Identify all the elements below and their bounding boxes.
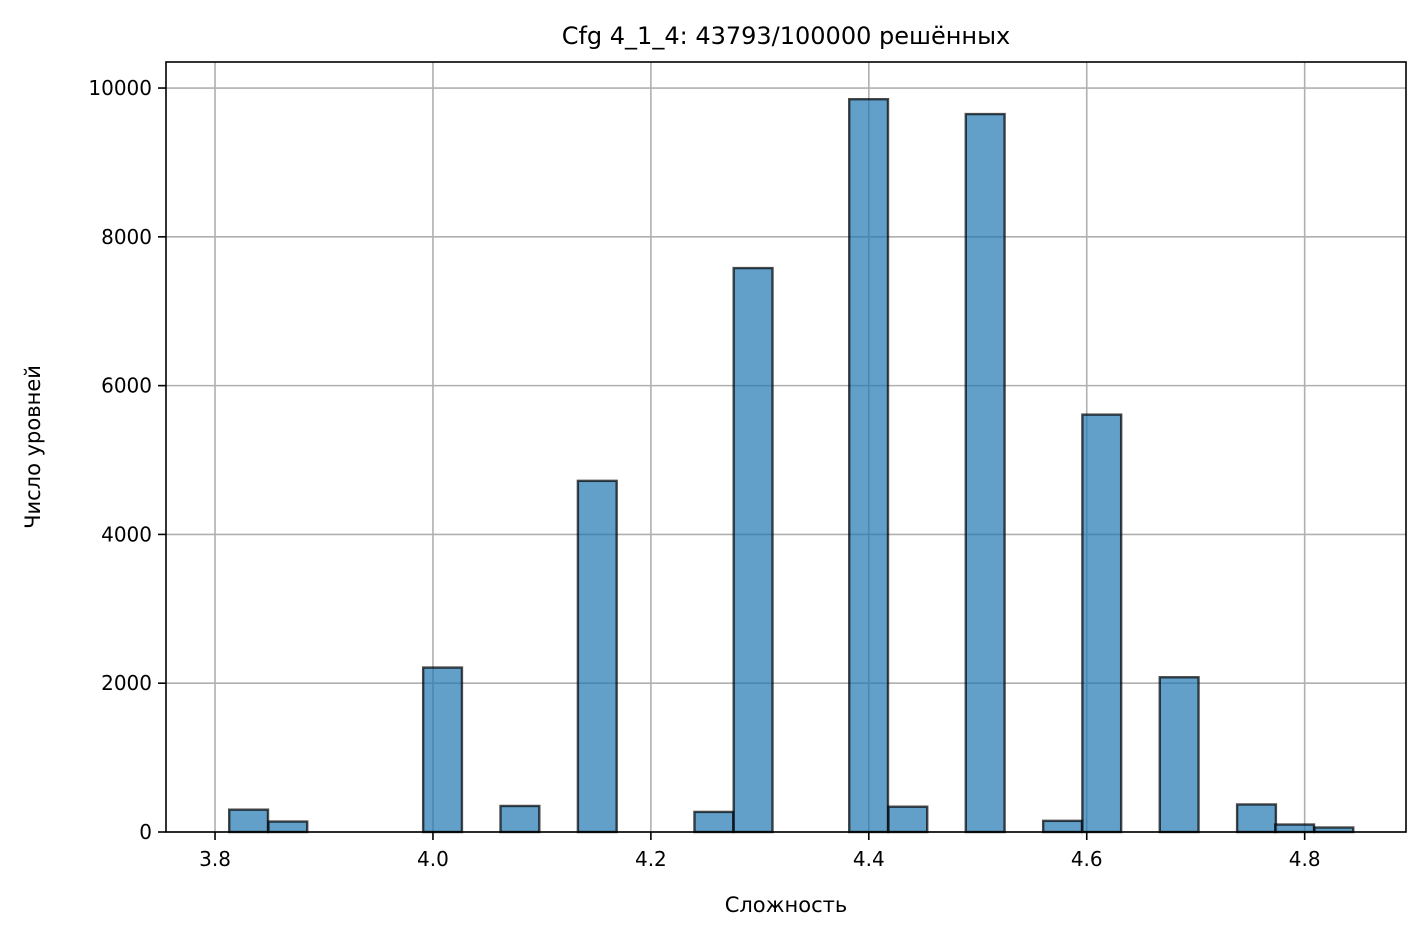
histogram-bar [964,112,1006,834]
grid-lines [166,62,1406,833]
y-tick-label: 4000 [101,522,152,546]
histogram-bar [887,805,929,834]
histogram-bar [693,810,735,834]
x-tick-label: 4.2 [635,847,667,871]
ticks: 3.8 4.0 4.2 4.4 4.6 4.8 0 2000 4000 6000 8000 10000 [88,76,1320,871]
histogram-bar [421,666,464,834]
histogram-bar [227,808,270,834]
x-tick-label: 4.0 [417,847,449,871]
y-tick-label: 8000 [101,225,152,249]
chart-title: Cfg 4_1_4: 43793/100000 решённых [562,22,1011,50]
histogram-bar [1041,819,1084,834]
histogram-bar [267,820,309,834]
histogram-bar [1274,823,1316,834]
histogram-bar [732,266,774,834]
x-tick-label: 3.8 [199,847,231,871]
histogram-bar [576,479,618,834]
y-tick-label: 10000 [88,76,152,100]
y-axis-label: Число уровней [21,365,45,529]
histogram-bar [499,804,541,834]
y-tick-label: 6000 [101,374,152,398]
axes-frame [165,61,1407,833]
histogram-bar [1081,413,1123,834]
x-tick-label: 4.8 [1289,847,1321,871]
histogram-bar [1235,803,1278,834]
y-tick-label: 2000 [101,671,152,695]
bars [227,97,1355,834]
x-tick-label: 4.6 [1071,847,1103,871]
x-axis-label: Сложность [725,893,848,917]
histogram-bar [1158,676,1200,834]
y-tick-label: 0 [139,820,152,844]
histogram-bar [847,97,890,834]
x-tick-label: 4.4 [853,847,885,871]
